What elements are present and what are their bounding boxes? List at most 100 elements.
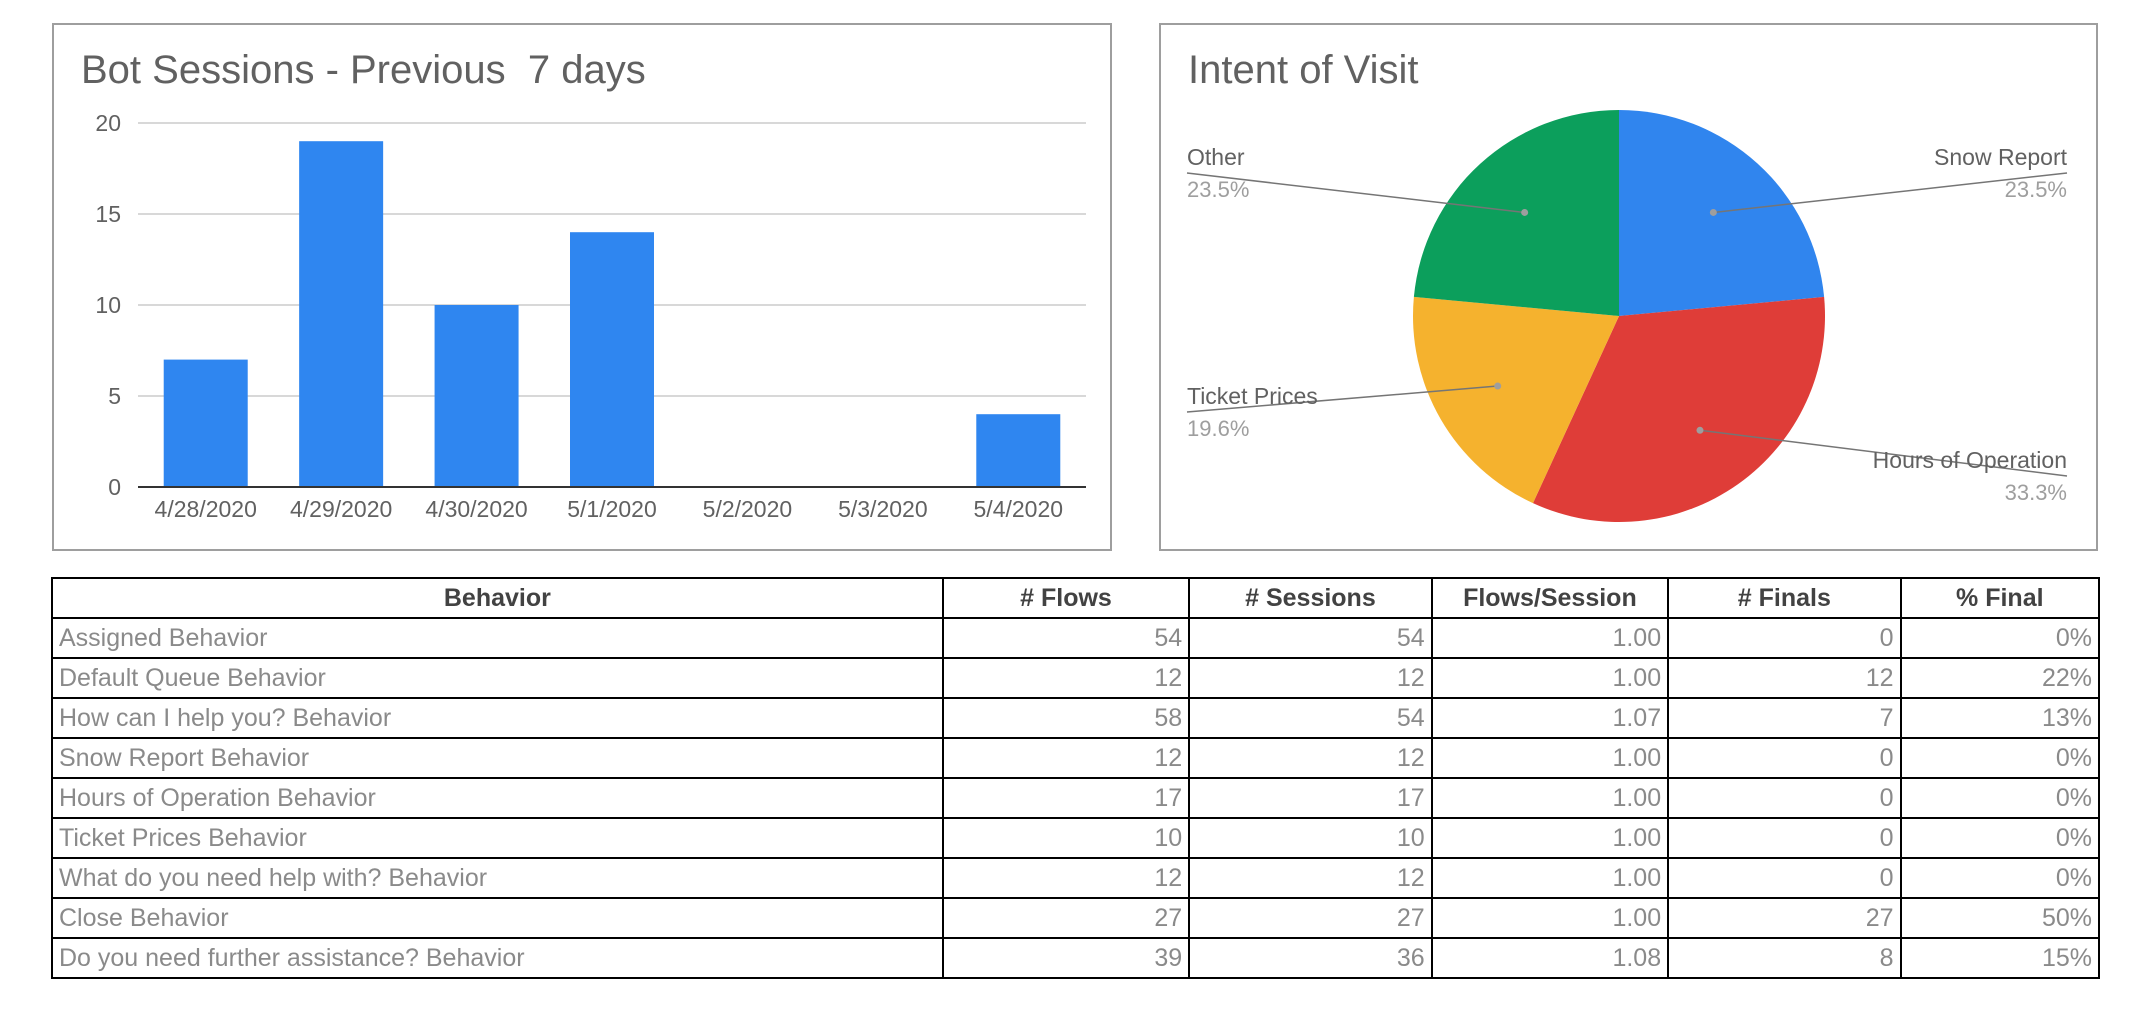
slice-percent: 23.5% <box>2005 177 2067 202</box>
y-tick-label: 10 <box>95 292 121 318</box>
intent-of-visit-pie-chart: Snow Report 23.5% Hours of Operation 33.3% T… <box>1186 110 2068 522</box>
table-cell: 0 <box>1667 737 1902 779</box>
intent-of-visit-chart-panel: Intent of Visit Snow Report 23.5% Hours of… <box>1159 23 2098 551</box>
slice-leader-dot <box>1494 382 1502 390</box>
table-row: Snow Report Behavior 12 12 1.00 0 0% <box>51 737 2101 779</box>
table-cell: 0 <box>1667 617 1902 659</box>
behavior-name-cell: Ticket Prices Behavior <box>51 817 944 859</box>
table-cell: 36 <box>1188 937 1433 979</box>
y-tick-label: 5 <box>108 383 121 409</box>
x-tick-label: 5/1/2020 <box>567 496 657 522</box>
table-cell: 54 <box>941 617 1191 659</box>
table-cell: 27 <box>1667 897 1902 939</box>
behavior-name-cell: What do you need help with? Behavior <box>51 857 944 899</box>
column-header: # Finals <box>1667 577 1902 619</box>
slice-percent: 23.5% <box>1187 177 1249 202</box>
table-row: Do you need further assistance? Behavior… <box>51 937 2101 979</box>
column-header: % Final <box>1899 577 2101 619</box>
bar <box>570 232 654 487</box>
x-tick-label: 5/3/2020 <box>838 496 928 522</box>
table-cell: 12 <box>1667 657 1902 699</box>
table-row: What do you need help with? Behavior 12 12… <box>51 857 2101 899</box>
table-cell: 50% <box>1899 897 2101 939</box>
table-row: Default Queue Behavior 12 12 1.00 12 22% <box>51 657 2101 699</box>
intent-of-visit-chart-title: Intent of Visit <box>1188 48 1419 92</box>
table-row: How can I help you? Behavior 58 54 1.07 7 13% <box>51 697 2101 739</box>
table-cell: 12 <box>1188 737 1433 779</box>
slice-label: Ticket Prices <box>1187 383 1318 409</box>
x-tick-label: 5/4/2020 <box>974 496 1064 522</box>
bar <box>299 141 384 487</box>
slice-percent: 19.6% <box>1187 416 1249 441</box>
column-header: # Flows <box>941 577 1191 619</box>
table-cell: 10 <box>1188 817 1433 859</box>
slice-percent: 33.3% <box>2005 480 2067 505</box>
slice-leader-line <box>1713 172 2068 214</box>
table-cell: 0% <box>1899 817 2101 859</box>
table-cell: 0% <box>1899 737 2101 779</box>
x-tick-label: 4/29/2020 <box>290 496 392 522</box>
table-cell: 1.00 <box>1430 617 1670 659</box>
table-cell: 0 <box>1667 817 1902 859</box>
column-header: Behavior <box>51 577 944 619</box>
slice-leader-line <box>1186 172 1525 214</box>
table-cell: 54 <box>1188 697 1433 739</box>
table-cell: 17 <box>1188 777 1433 819</box>
behavior-name-cell: How can I help you? Behavior <box>51 697 944 739</box>
slice-leader-line <box>1699 429 2068 477</box>
table-row: Close Behavior 27 27 1.00 27 50% <box>51 897 2101 939</box>
x-tick-label: 4/28/2020 <box>155 496 257 522</box>
table-cell: 12 <box>1188 657 1433 699</box>
pie-slice <box>1413 296 1619 504</box>
behavior-table: Behavior # Flows # Sessions Flows/Session # … <box>51 577 2101 979</box>
table-cell: 7 <box>1667 697 1902 739</box>
table-cell: 39 <box>941 937 1191 979</box>
table-cell: 12 <box>941 657 1191 699</box>
slice-leader-dot <box>1709 208 1717 216</box>
x-tick-label: 4/30/2020 <box>425 496 527 522</box>
table-cell: 22% <box>1899 657 2101 699</box>
slice-label: Other <box>1187 144 1245 170</box>
table-cell: 13% <box>1899 697 2101 739</box>
table-cell: 10 <box>941 817 1191 859</box>
bot-sessions-bar-chart: 0 5 10 15 20 4/28/2020 4/29/2020 4/30/2020 5/1/2… <box>95 110 1086 522</box>
table-cell: 0% <box>1899 777 2101 819</box>
table-cell: 1.00 <box>1430 817 1670 859</box>
behavior-name-cell: Default Queue Behavior <box>51 657 944 699</box>
slice-leader-dot <box>1521 208 1529 216</box>
bot-sessions-chart-panel: Bot Sessions - Previous 7 days 0 5 10 15 20 4… <box>52 23 1112 551</box>
y-tick-label: 0 <box>108 474 121 500</box>
table-cell: 0 <box>1667 857 1902 899</box>
table-cell: 54 <box>1188 617 1433 659</box>
table-cell: 0 <box>1667 777 1902 819</box>
slice-label: Snow Report <box>1934 144 2068 170</box>
y-tick-label: 15 <box>95 201 121 227</box>
table-cell: 12 <box>941 857 1191 899</box>
bot-sessions-chart-title: Bot Sessions - Previous 7 days <box>81 48 646 92</box>
y-tick-label: 20 <box>95 110 121 136</box>
table-cell: 27 <box>1188 897 1433 939</box>
table-cell: 8 <box>1667 937 1902 979</box>
bar <box>434 305 519 487</box>
table-cell: 27 <box>941 897 1191 939</box>
column-header: # Sessions <box>1188 577 1433 619</box>
table-cell: 0% <box>1899 857 2101 899</box>
bar <box>976 414 1061 487</box>
table-cell: 1.08 <box>1430 937 1670 979</box>
table-cell: 1.00 <box>1430 777 1670 819</box>
bar <box>163 359 248 487</box>
table-cell: 58 <box>941 697 1191 739</box>
table-cell: 1.00 <box>1430 657 1670 699</box>
table-cell: 1.00 <box>1430 737 1670 779</box>
pie-slice <box>1619 110 1825 316</box>
behavior-name-cell: Close Behavior <box>51 897 944 939</box>
behavior-name-cell: Assigned Behavior <box>51 617 944 659</box>
slice-leader-dot <box>1696 426 1704 434</box>
behavior-name-cell: Do you need further assistance? Behavior <box>51 937 944 979</box>
table-cell: 1.07 <box>1430 697 1670 739</box>
behavior-name-cell: Snow Report Behavior <box>51 737 944 779</box>
table-row: Assigned Behavior 54 54 1.00 0 0% <box>51 617 2101 659</box>
x-tick-label: 5/2/2020 <box>703 496 793 522</box>
table-cell: 12 <box>941 737 1191 779</box>
table-cell: 17 <box>941 777 1191 819</box>
